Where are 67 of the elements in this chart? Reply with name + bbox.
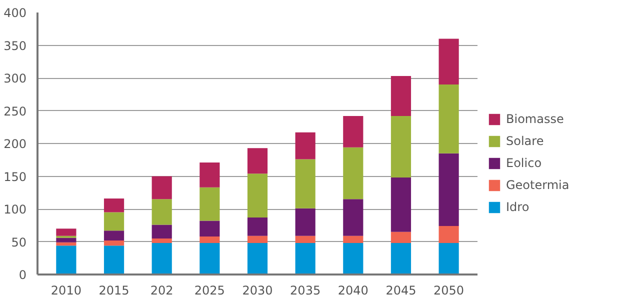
bar xyxy=(200,162,220,188)
y-tick-label: 400 xyxy=(4,6,26,20)
bar xyxy=(343,236,364,244)
x-tick-label: 2030 xyxy=(242,284,273,298)
y-tick-label: 50 xyxy=(11,235,27,250)
bar xyxy=(438,84,459,154)
bar xyxy=(200,220,220,237)
legend-label: Eolico xyxy=(506,156,542,170)
bar xyxy=(104,240,124,246)
bar xyxy=(438,226,459,244)
x-tick-label: 2035 xyxy=(290,284,321,298)
bar xyxy=(200,243,220,274)
x-tick-label: 2040 xyxy=(338,284,368,298)
bar xyxy=(390,243,412,274)
bar xyxy=(152,176,172,200)
bar xyxy=(152,238,172,244)
legend-label: Geotermia xyxy=(506,178,570,192)
y-tick-label: 150 xyxy=(4,170,26,184)
legend-label: Solare xyxy=(506,134,544,148)
bar xyxy=(104,212,124,231)
bar xyxy=(390,76,412,116)
bar xyxy=(56,246,76,274)
bar xyxy=(200,187,220,221)
bar xyxy=(152,243,172,274)
bar xyxy=(247,148,268,174)
bar xyxy=(200,236,220,244)
legend-label: Idro xyxy=(506,200,530,214)
bar xyxy=(56,238,76,242)
x-tick-label: 2050 xyxy=(434,284,464,298)
bar xyxy=(152,199,172,225)
x-tick-label: 202 xyxy=(150,284,174,298)
bar xyxy=(295,243,316,274)
bar xyxy=(104,246,124,274)
x-tick-label: 2015 xyxy=(98,284,130,298)
bar xyxy=(438,243,459,274)
y-tick-label: 350 xyxy=(4,38,26,53)
x-tick-label: 2025 xyxy=(194,284,225,298)
x-tick-label: 2010 xyxy=(50,284,82,298)
bar xyxy=(438,38,459,85)
bar xyxy=(295,159,316,208)
bar xyxy=(56,228,76,236)
bar xyxy=(295,132,316,160)
y-tick-label: 250 xyxy=(4,104,26,118)
x-tick-label: 2045 xyxy=(386,284,416,298)
bar xyxy=(295,236,316,244)
bar xyxy=(247,218,268,236)
y-tick-label: 200 xyxy=(4,137,26,151)
bar xyxy=(247,236,268,244)
bar xyxy=(104,198,124,212)
bar xyxy=(295,208,316,236)
bar xyxy=(438,153,459,226)
y-tick-label: 100 xyxy=(4,202,26,216)
bar xyxy=(390,232,412,244)
bar xyxy=(390,116,412,178)
bar xyxy=(56,242,76,246)
bar xyxy=(247,243,268,274)
bar xyxy=(343,147,364,200)
bar xyxy=(343,116,364,148)
bar xyxy=(104,230,124,240)
y-tick-label: 300 xyxy=(4,72,26,86)
bar xyxy=(152,224,172,238)
bar xyxy=(247,174,268,218)
y-tick-label: 0 xyxy=(18,268,27,282)
bar xyxy=(343,199,364,236)
legend-label: Biomasse xyxy=(506,112,564,126)
bar xyxy=(390,178,412,232)
bar xyxy=(343,243,364,274)
